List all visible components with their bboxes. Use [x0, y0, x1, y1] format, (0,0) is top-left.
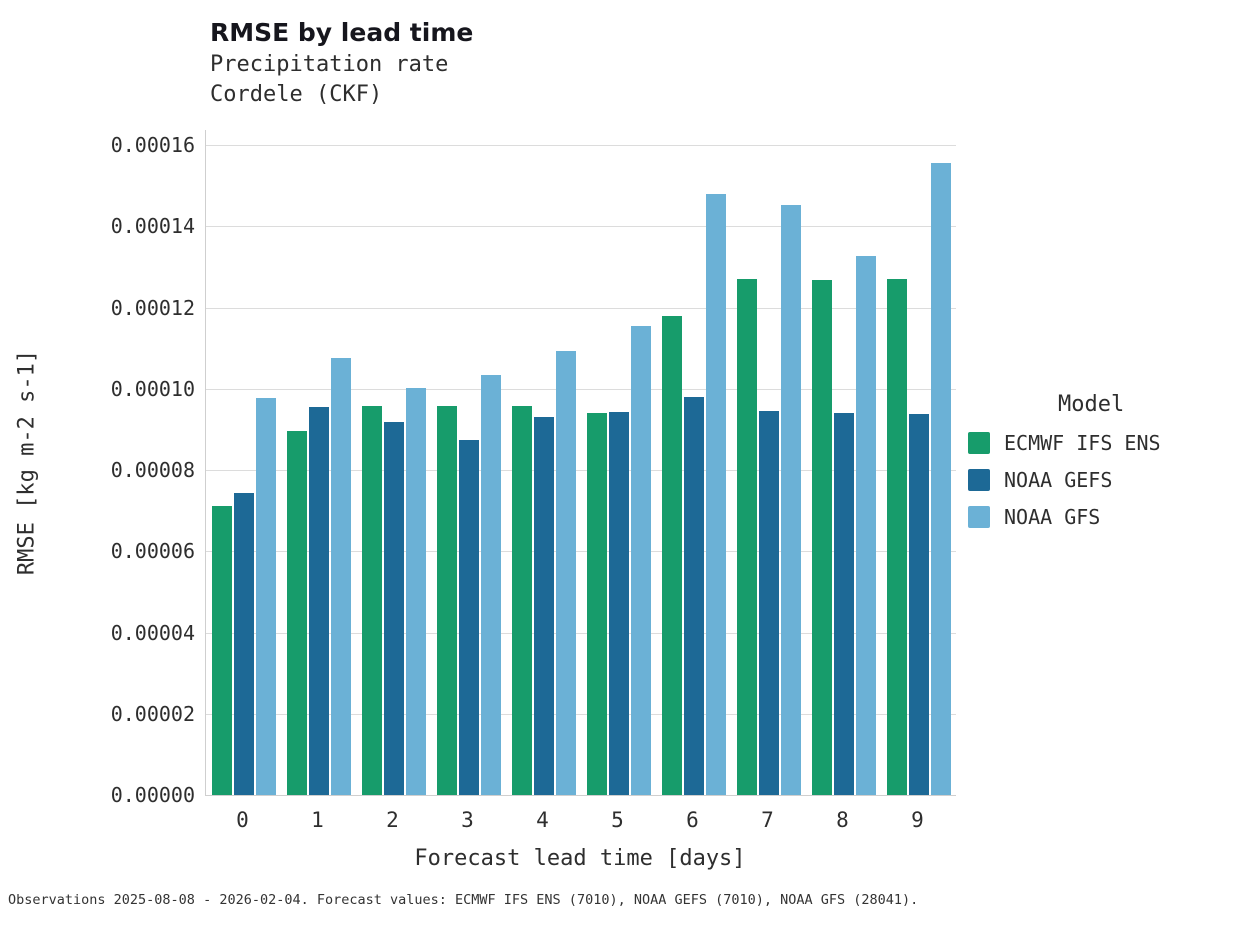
bar-noaa-gefs-day3: [458, 439, 479, 795]
bar-noaa-gefs-day5: [608, 411, 629, 795]
y-tick-label: 0.00010: [110, 376, 195, 401]
y-axis-label: RMSE [kg m-2 s-1]: [14, 349, 40, 576]
bar-ecmwf-ifs-ens-day6: [661, 316, 682, 795]
bar-ecmwf-ifs-ens-day1: [286, 430, 307, 795]
legend-swatch-icon: [968, 506, 990, 528]
footer-note: Observations 2025-08-08 - 2026-02-04. Fo…: [8, 892, 919, 908]
bar-noaa-gefs-day7: [758, 410, 779, 795]
gridline: [206, 388, 956, 390]
y-tick-label: 0.00008: [110, 458, 195, 482]
gridline: [206, 307, 956, 309]
bar-noaa-gfs-day4: [555, 350, 576, 795]
gridline: [206, 632, 956, 634]
bar-noaa-gefs-day2: [383, 422, 404, 795]
bar-noaa-gefs-day4: [533, 416, 554, 795]
x-tick-label: 7: [761, 808, 774, 832]
bar-noaa-gfs-day3: [480, 374, 501, 795]
bar-ecmwf-ifs-ens-day0: [211, 505, 232, 795]
legend-entry-noaa-gfs: NOAA GFS: [968, 505, 1243, 529]
legend-entries: ECMWF IFS ENS NOAA GEFS NOAA GFS: [968, 431, 1243, 529]
bar-noaa-gfs-day8: [855, 255, 876, 795]
bar-ecmwf-ifs-ens-day9: [886, 278, 907, 795]
x-tick-label: 8: [836, 808, 849, 832]
chart-subtitle-variable: Precipitation rate: [210, 52, 449, 77]
bar-noaa-gefs-day8: [833, 413, 854, 795]
chart-subtitle-station: Cordele (CKF): [210, 82, 383, 107]
legend-label: NOAA GFS: [1004, 505, 1101, 529]
legend-entry-noaa-gefs: NOAA GEFS: [968, 468, 1243, 492]
gridline: [206, 713, 956, 715]
gridline: [206, 551, 956, 553]
y-tick-label: 0.00000: [110, 783, 195, 807]
x-axis-label: Forecast lead time [days]: [414, 846, 746, 871]
bar-noaa-gfs-day6: [705, 193, 726, 795]
bar-noaa-gfs-day7: [780, 205, 801, 795]
chart-title: RMSE by lead time: [210, 18, 474, 47]
bar-noaa-gefs-day1: [308, 407, 329, 795]
x-tick-label: 3: [461, 808, 474, 832]
bar-noaa-gefs-day6: [683, 397, 704, 795]
gridline: [206, 470, 956, 471]
bar-noaa-gefs-day9: [908, 413, 929, 795]
bar-ecmwf-ifs-ens-day2: [361, 405, 382, 795]
bar-noaa-gfs-day9: [930, 162, 951, 795]
gridline: [206, 145, 956, 146]
legend-title: Model: [1058, 392, 1125, 417]
x-tick-label: 4: [536, 808, 549, 832]
gridline: [206, 226, 956, 228]
y-tick-label: 0.00012: [110, 295, 195, 320]
plot-area: [205, 130, 956, 796]
bar-noaa-gfs-day5: [630, 325, 651, 795]
legend-swatch-icon: [968, 469, 990, 491]
x-tick-label: 9: [911, 808, 924, 832]
bar-ecmwf-ifs-ens-day4: [511, 405, 532, 795]
x-tick-label: 5: [611, 808, 624, 832]
bar-noaa-gfs-day0: [255, 397, 276, 795]
bar-ecmwf-ifs-ens-day8: [811, 279, 832, 795]
bar-ecmwf-ifs-ens-day7: [736, 278, 757, 795]
y-tick-label: 0.00002: [110, 701, 195, 726]
bar-noaa-gefs-day0: [233, 493, 254, 795]
y-tick-label: 0.00014: [110, 214, 195, 239]
legend-label: NOAA GEFS: [1004, 468, 1113, 492]
bar-noaa-gfs-day1: [330, 357, 351, 795]
x-tick-label: 6: [686, 808, 699, 832]
legend-swatch-icon: [968, 432, 990, 454]
y-tick-label: 0.00004: [110, 620, 195, 645]
legend: Model ECMWF IFS ENS NOAA GEFS NOAA GFS: [968, 392, 1243, 542]
y-tick-label: 0.00016: [110, 133, 195, 157]
legend-entry-ecmwf-ifs-ens: ECMWF IFS ENS: [968, 431, 1243, 455]
legend-label: ECMWF IFS ENS: [1004, 431, 1161, 455]
y-tick-label: 0.00006: [110, 539, 195, 564]
x-tick-label: 1: [311, 808, 324, 832]
bar-ecmwf-ifs-ens-day5: [586, 413, 607, 795]
x-tick-label: 2: [386, 808, 399, 832]
bar-noaa-gfs-day2: [405, 387, 426, 795]
bar-ecmwf-ifs-ens-day3: [436, 405, 457, 795]
x-tick-label: 0: [236, 808, 249, 832]
